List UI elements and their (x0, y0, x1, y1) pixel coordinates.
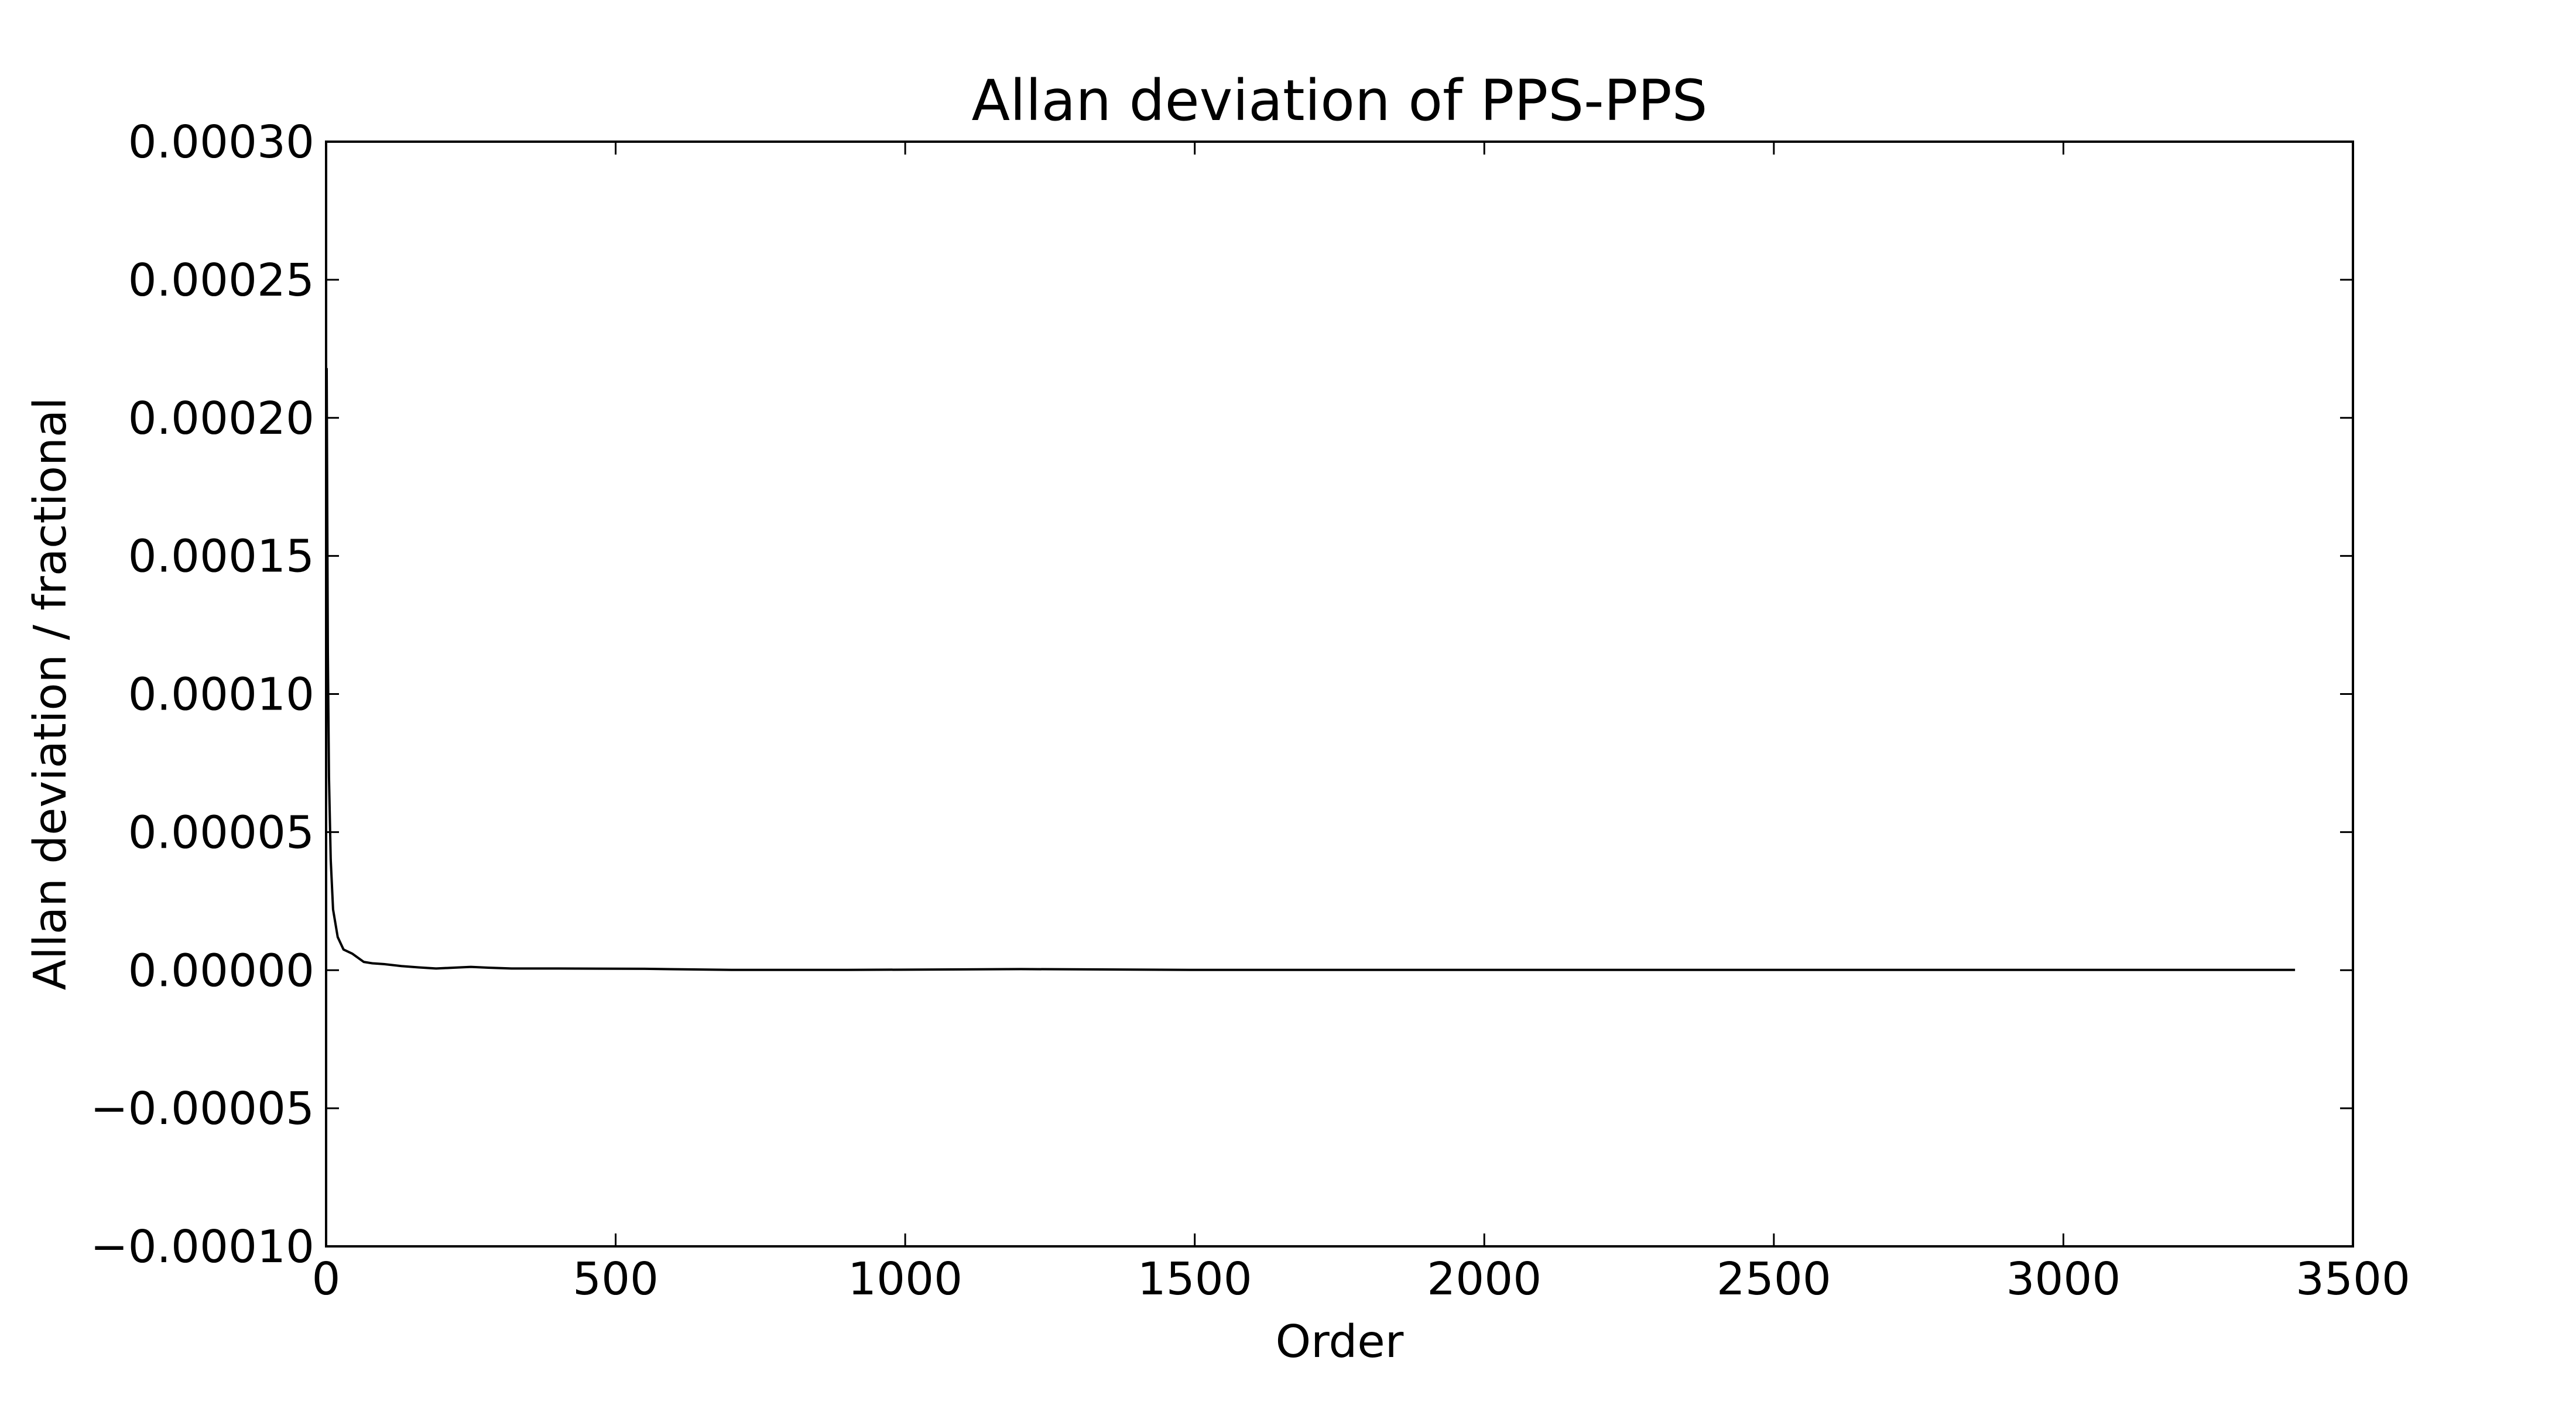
y-tick-label: 0.00020 (128, 393, 314, 445)
x-tick-label: 1500 (1138, 1253, 1252, 1305)
y-tick-label: −0.00010 (90, 1221, 314, 1273)
x-tick-label: 1000 (848, 1253, 962, 1305)
x-tick-label: 500 (573, 1253, 659, 1305)
y-axis-tick-labels: −0.00010 −0.00005 0.00000 0.00005 0.00010 0.0… (90, 116, 314, 1273)
x-tick-label: 0 (312, 1253, 341, 1305)
x-tick-label: 3500 (2296, 1253, 2410, 1305)
x-tick-label: 2500 (1717, 1253, 1831, 1305)
y-tick-label: 0.00010 (128, 669, 314, 721)
allan-deviation-series-line (326, 368, 2296, 971)
x-axis-tick-labels: 0 500 1000 1500 2000 2500 3000 3500 (312, 1253, 2410, 1305)
y-tick-label: 0.00025 (128, 255, 314, 307)
y-tick-label: −0.00005 (90, 1083, 314, 1135)
plot-frame (325, 140, 2354, 1248)
y-tick-label: 0.00030 (128, 116, 314, 169)
chart-title: Allan deviation of PPS-PPS (971, 68, 1707, 133)
x-tick-label: 3000 (2006, 1253, 2121, 1305)
y-axis-label: Allan deviation / fractional (25, 397, 77, 990)
data-layer (326, 368, 2296, 971)
x-axis-label: Order (1276, 1316, 1404, 1368)
y-tick-label: 0.00000 (128, 945, 314, 997)
y-tick-label: 0.00005 (128, 807, 314, 859)
y-tick-label: 0.00015 (128, 531, 314, 583)
x-tick-label: 2000 (1427, 1253, 1542, 1305)
